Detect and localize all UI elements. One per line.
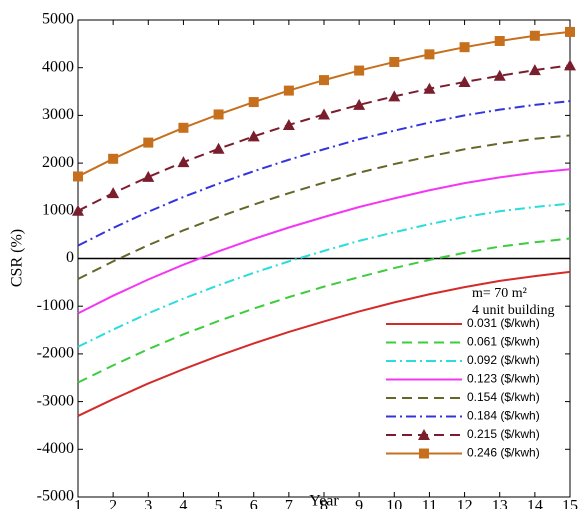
marker: [108, 153, 119, 164]
marker: [178, 122, 189, 133]
legend-label: 0.123 ($/kwh): [467, 372, 540, 386]
x-tick-label: 11: [422, 498, 437, 509]
series-line: [77, 100, 571, 247]
y-tick-label: 4000: [42, 58, 74, 75]
legend-label: 0.154 ($/kwh): [467, 390, 540, 404]
x-tick-label: 2: [109, 498, 117, 509]
marker: [529, 30, 540, 41]
annotation: m= 70 m²: [472, 286, 527, 301]
marker: [388, 90, 401, 102]
marker: [143, 137, 154, 148]
y-axis-label: CSR (%): [9, 229, 26, 287]
series-line: [77, 30, 571, 178]
x-tick-label: 3: [144, 498, 152, 509]
marker: [354, 65, 365, 76]
marker: [389, 56, 400, 67]
y-tick-label: 1000: [42, 201, 74, 218]
marker: [423, 82, 436, 94]
marker: [107, 187, 120, 199]
marker: [248, 97, 259, 108]
x-tick-label: 13: [492, 498, 508, 509]
x-tick-label: 5: [215, 498, 223, 509]
x-tick-label: 7: [285, 498, 293, 509]
x-tick-label: 4: [179, 498, 187, 509]
marker: [565, 26, 575, 37]
marker: [493, 69, 506, 81]
marker: [459, 42, 470, 53]
marker: [247, 130, 260, 142]
legend-label: 0.246 ($/kwh): [467, 446, 540, 460]
marker: [283, 85, 294, 96]
x-tick-label: 6: [250, 498, 258, 509]
x-tick-label: 9: [355, 498, 363, 509]
marker: [282, 118, 295, 130]
series-line: [77, 134, 571, 280]
y-tick-label: 3000: [42, 106, 74, 123]
marker: [353, 98, 366, 110]
y-tick-label: 5000: [42, 11, 74, 28]
legend-label: 0.215 ($/kwh): [467, 427, 540, 441]
marker: [564, 59, 576, 71]
y-tick-label: -5000: [37, 488, 74, 505]
x-tick-label: 10: [386, 498, 402, 509]
x-tick-label: 15: [562, 498, 578, 509]
x-tick-label: 14: [527, 498, 543, 509]
marker: [177, 156, 190, 168]
marker: [419, 448, 429, 459]
marker: [318, 108, 330, 120]
y-tick-label: 0: [66, 249, 74, 266]
y-tick-label: 2000: [42, 154, 74, 171]
legend-label: 0.184 ($/kwh): [467, 409, 540, 423]
marker: [528, 64, 541, 76]
legend-label: 0.031 ($/kwh): [467, 316, 540, 330]
x-tick-label: 12: [457, 498, 473, 509]
legend-label: 0.092 ($/kwh): [467, 353, 540, 367]
marker: [142, 170, 155, 182]
marker: [73, 171, 83, 182]
legend-label: 0.061 ($/kwh): [467, 335, 540, 349]
marker: [458, 76, 471, 88]
annotation: 4 unit building: [472, 303, 554, 318]
marker: [424, 49, 435, 60]
series-line: [77, 168, 571, 315]
series-line: [77, 270, 571, 417]
series-line: [77, 237, 571, 384]
marker: [494, 35, 505, 46]
x-tick-label: 1: [74, 498, 82, 509]
marker: [212, 142, 225, 154]
marker: [72, 204, 84, 216]
marker: [319, 75, 329, 86]
y-tick-label: -2000: [37, 345, 74, 362]
y-tick-label: -1000: [37, 297, 74, 314]
y-tick-label: -3000: [37, 392, 74, 409]
x-tick-label: 8: [320, 498, 328, 509]
marker: [418, 429, 430, 440]
series-line: [77, 202, 571, 348]
y-tick-label: -4000: [37, 440, 74, 457]
marker: [213, 109, 224, 120]
